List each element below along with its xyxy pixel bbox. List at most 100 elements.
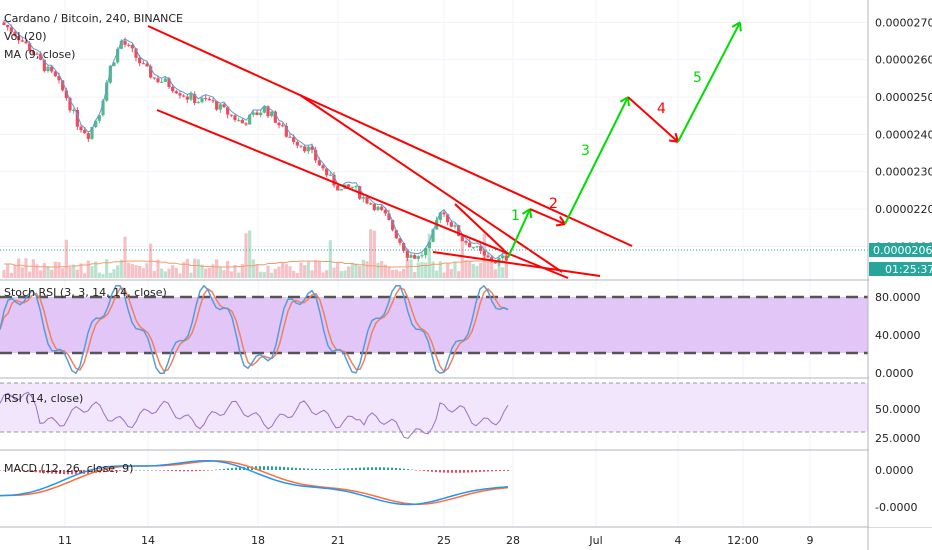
wave-segment <box>627 96 679 143</box>
candle-body <box>222 104 226 108</box>
time-tick-label: 4 <box>675 534 682 547</box>
macd-hist-bar <box>483 470 485 472</box>
macd-hist-bar <box>63 470 65 475</box>
macd-hist-bar <box>491 470 493 472</box>
macd-hist-bar <box>259 466 261 470</box>
stoch-band <box>0 297 868 353</box>
candle-body <box>119 40 123 49</box>
volume-bar <box>497 262 501 278</box>
candle-body <box>438 212 442 220</box>
candle-body <box>501 255 505 259</box>
volume-bar <box>13 265 17 278</box>
candle-body <box>321 165 325 169</box>
rsi-title[interactable]: RSI (14, close) <box>4 392 83 405</box>
wedge-lower-line[interactable] <box>432 251 601 277</box>
macd-hist-bar <box>291 467 293 470</box>
candle-body <box>196 102 200 104</box>
volume-bar <box>200 264 204 278</box>
volume-bar <box>226 260 230 278</box>
macd-hist-bar <box>239 467 241 470</box>
macd-hist-bar <box>171 470 173 471</box>
lower-channel-line[interactable] <box>156 109 569 279</box>
volume-bar <box>57 262 61 278</box>
macd-hist-bar <box>299 468 301 470</box>
volume-bar <box>138 265 142 278</box>
volume-bar <box>218 266 222 278</box>
candle-body <box>39 53 43 60</box>
macd-hist-bar <box>163 470 165 471</box>
volume-bar <box>402 268 406 278</box>
macd-hist-bar <box>51 470 53 474</box>
candle-body <box>72 109 76 111</box>
macd-hist-bar <box>7 470 9 471</box>
volume-bar <box>17 258 21 278</box>
candle-body <box>347 184 351 187</box>
volume-bar <box>449 269 453 278</box>
candle-body <box>449 222 453 227</box>
volume-bar <box>31 259 35 278</box>
candle-body <box>86 133 90 139</box>
wave-arrowhead <box>668 132 679 143</box>
macd-title[interactable]: MACD (12, 26, close, 9) <box>4 462 133 475</box>
volume-bar <box>50 269 54 278</box>
macd-hist-bar <box>19 470 21 471</box>
macd-hist-bar <box>347 468 349 470</box>
macd-hist-bar <box>467 470 469 473</box>
macd-hist-bar <box>355 467 357 470</box>
ma-indicator-title[interactable]: MA (9, close) <box>4 48 75 61</box>
volume-bar <box>262 272 266 278</box>
time-tick-label: 12:00 <box>727 534 759 547</box>
macd-hist-bar <box>207 470 209 471</box>
volume-bar <box>431 261 435 278</box>
macd-hist-bar <box>455 470 457 473</box>
volume-bar <box>314 260 318 278</box>
wedge-inner-line[interactable] <box>454 203 509 255</box>
candle-body <box>493 261 497 264</box>
candle-body <box>251 112 255 115</box>
volume-bar <box>145 263 149 278</box>
current-price-label: 0.00002066 <box>873 244 932 257</box>
candle-body <box>108 65 112 83</box>
grid-lines <box>0 0 868 527</box>
volume-bar <box>255 263 259 278</box>
candle-body <box>215 101 219 110</box>
macd-hist-bar <box>87 470 89 474</box>
volume-bar <box>211 264 215 278</box>
volume-bar <box>490 260 494 278</box>
candle-body <box>171 86 175 92</box>
wedge-upper-line[interactable] <box>299 94 563 273</box>
macd-hist-bar <box>487 470 489 472</box>
rsi-line <box>0 391 509 439</box>
rsi-axis-ticks: 50.0000 25.0000 <box>875 403 921 445</box>
candle-body <box>365 197 369 204</box>
macd-hist-bar <box>423 470 425 471</box>
chart-title: Cardano / Bitcoin, 240, BINANCE <box>4 12 183 25</box>
candle-body <box>394 230 398 239</box>
volume-bar <box>68 266 72 278</box>
candle-body <box>270 111 274 117</box>
macd-hist-bar <box>283 466 285 470</box>
wave-projection[interactable]: 1 2 3 4 5 <box>507 21 742 259</box>
candle-body <box>79 126 83 131</box>
stoch-rsi-title[interactable]: Stoch RSI (3, 3, 14, 14, close) <box>4 286 167 299</box>
macd-hist-bar <box>275 466 277 470</box>
time-tick-label: 25 <box>437 534 451 547</box>
stoch-tick-label: 40.0000 <box>875 329 921 342</box>
macd-hist-bar <box>395 467 397 470</box>
candle-body <box>328 174 332 176</box>
candle-body <box>369 203 373 205</box>
candle-body <box>237 119 241 121</box>
volume-bar <box>281 262 285 278</box>
volume-bar <box>39 270 43 278</box>
volume-bar <box>310 270 314 278</box>
upper-channel-line[interactable] <box>147 25 633 247</box>
trendlines[interactable] <box>147 25 633 279</box>
time-tick-label: 11 <box>58 534 72 547</box>
volume-indicator-title[interactable]: Vol (20) <box>4 30 47 43</box>
volume-bar <box>453 261 457 278</box>
volume-bar <box>116 265 120 278</box>
macd-hist-bar <box>195 470 197 472</box>
volume-bar <box>270 272 274 278</box>
